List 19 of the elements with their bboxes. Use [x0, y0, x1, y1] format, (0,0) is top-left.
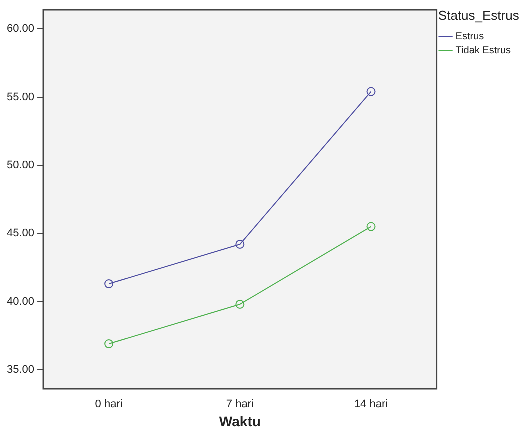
point — [236, 240, 245, 249]
point — [236, 300, 245, 309]
y-tick-label: 35.00 — [6, 364, 35, 376]
point — [366, 222, 376, 232]
y-tick-label: 40.00 — [6, 296, 35, 308]
y-tick-label: 60.00 — [6, 23, 35, 36]
legend-label: Tidak Estrus — [456, 45, 512, 56]
x-tick-label: 14 hari — [354, 398, 388, 411]
point — [104, 280, 114, 289]
point — [104, 340, 114, 349]
y-tick-label: 55.00 — [6, 91, 35, 104]
x-axis-title: Waktu — [219, 413, 261, 430]
y-tick-label: 45.00 — [6, 228, 35, 240]
legend-label: Estrus — [456, 31, 484, 42]
x-tick-label: 7 hari — [226, 398, 254, 411]
point — [366, 87, 376, 96]
legend-title: Status_Estrus — [438, 8, 520, 24]
y-tick-label: 50.00 — [6, 159, 35, 172]
x-tick-label: 0 hari — [95, 398, 123, 411]
